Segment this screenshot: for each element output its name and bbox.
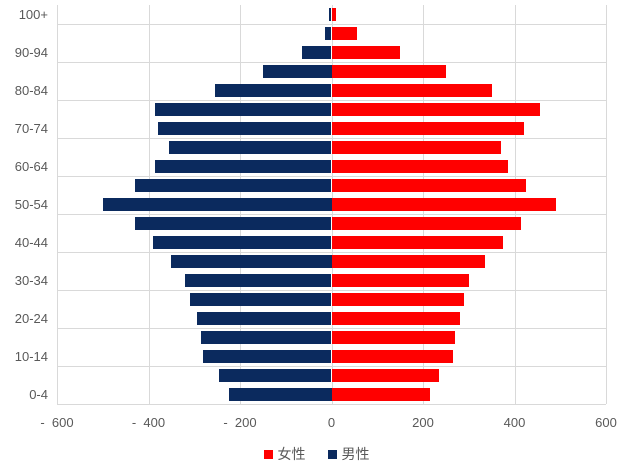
bar-male-15-19 <box>201 331 332 344</box>
x-axis-label: - 200 <box>223 415 257 430</box>
legend-item-male: 男性 <box>327 444 370 464</box>
bar-female-50-54 <box>331 198 556 211</box>
bar-female-85-89 <box>331 65 446 78</box>
bar-male-85-89 <box>262 65 332 78</box>
y-axis-label: 40-44 <box>14 234 48 250</box>
bar-male-95-99 <box>324 27 332 40</box>
bar-female-30-34 <box>331 274 469 287</box>
bar-male-35-39 <box>171 255 332 268</box>
bar-male-40-44 <box>153 236 332 249</box>
y-axis-label: 20-24 <box>14 310 48 326</box>
bar-male-75-79 <box>155 103 332 116</box>
bar-female-55-59 <box>331 179 526 192</box>
bar-female-90-94 <box>331 46 401 59</box>
bar-male-60-64 <box>155 160 332 173</box>
bar-male-90-94 <box>301 46 332 59</box>
bar-male-55-59 <box>134 179 332 192</box>
y-axis-label: 50-54 <box>14 196 48 212</box>
bar-female-40-44 <box>331 236 504 249</box>
bar-female-60-64 <box>331 160 508 173</box>
bar-female-75-79 <box>331 103 540 116</box>
y-axis-label: 0-4 <box>29 386 48 402</box>
x-axis-label: 0 <box>327 415 336 430</box>
gridline-horizontal <box>57 100 606 101</box>
x-axis-label: - 600 <box>40 415 74 430</box>
y-axis-label: 60-64 <box>14 158 48 174</box>
gridline-vertical <box>606 5 607 404</box>
bar-male-10-14 <box>203 350 332 363</box>
bar-female-20-24 <box>331 312 460 325</box>
x-axis-label: - 400 <box>131 415 166 430</box>
bar-female-15-19 <box>331 331 456 344</box>
y-axis-label: 10-14 <box>14 348 48 364</box>
y-axis-label: 100+ <box>18 6 48 22</box>
legend: 女性 男性 <box>0 444 633 464</box>
x-axis-label: 200 <box>412 415 434 430</box>
gridline-horizontal <box>57 24 606 25</box>
legend-marker-male-icon <box>327 449 337 459</box>
bar-male-50-54 <box>102 198 332 211</box>
bar-female-25-29 <box>331 293 465 306</box>
legend-label-male: 男性 <box>341 446 370 462</box>
gridline-horizontal <box>57 138 606 139</box>
y-axis-label: 70-74 <box>14 120 48 136</box>
gridline-horizontal <box>57 62 606 63</box>
y-axis-label: 30-34 <box>14 272 48 288</box>
bar-male-80-84 <box>214 84 332 97</box>
legend-item-female: 女性 <box>263 444 306 464</box>
bar-female-10-14 <box>331 350 453 363</box>
x-axis-label: 400 <box>503 415 526 430</box>
bar-female-5-9 <box>331 369 439 382</box>
gridline-horizontal <box>57 214 606 215</box>
bar-female-95-99 <box>331 27 357 40</box>
bar-male-25-29 <box>189 293 332 306</box>
bar-male-5-9 <box>219 369 332 382</box>
gridline-horizontal <box>57 176 606 177</box>
bar-male-70-74 <box>157 122 332 135</box>
bar-female-35-39 <box>331 255 485 268</box>
bar-female-45-49 <box>331 217 522 230</box>
bar-female-0-4 <box>331 388 430 401</box>
legend-label-female: 女性 <box>277 446 306 462</box>
bar-male-0-4 <box>228 388 332 401</box>
legend-marker-female-icon <box>263 449 273 459</box>
bar-female-100+ <box>331 8 337 21</box>
bar-male-65-69 <box>169 141 332 154</box>
bar-male-30-34 <box>185 274 332 287</box>
gridline-vertical <box>57 5 58 404</box>
gridline-horizontal <box>57 404 606 405</box>
bar-male-20-24 <box>196 312 332 325</box>
gridline-horizontal <box>57 252 606 253</box>
bar-female-70-74 <box>331 122 524 135</box>
bar-female-80-84 <box>331 84 492 97</box>
bar-male-100+ <box>329 8 332 21</box>
bar-male-45-49 <box>134 217 332 230</box>
bar-female-65-69 <box>331 141 501 154</box>
y-axis-label: 90-94 <box>14 44 48 60</box>
x-axis-label: 600 <box>595 415 617 430</box>
y-axis-label: 80-84 <box>14 82 48 98</box>
gridline-horizontal <box>57 328 606 329</box>
plot-area <box>57 5 607 405</box>
gridline-horizontal <box>57 290 606 291</box>
gridline-horizontal <box>57 366 606 367</box>
